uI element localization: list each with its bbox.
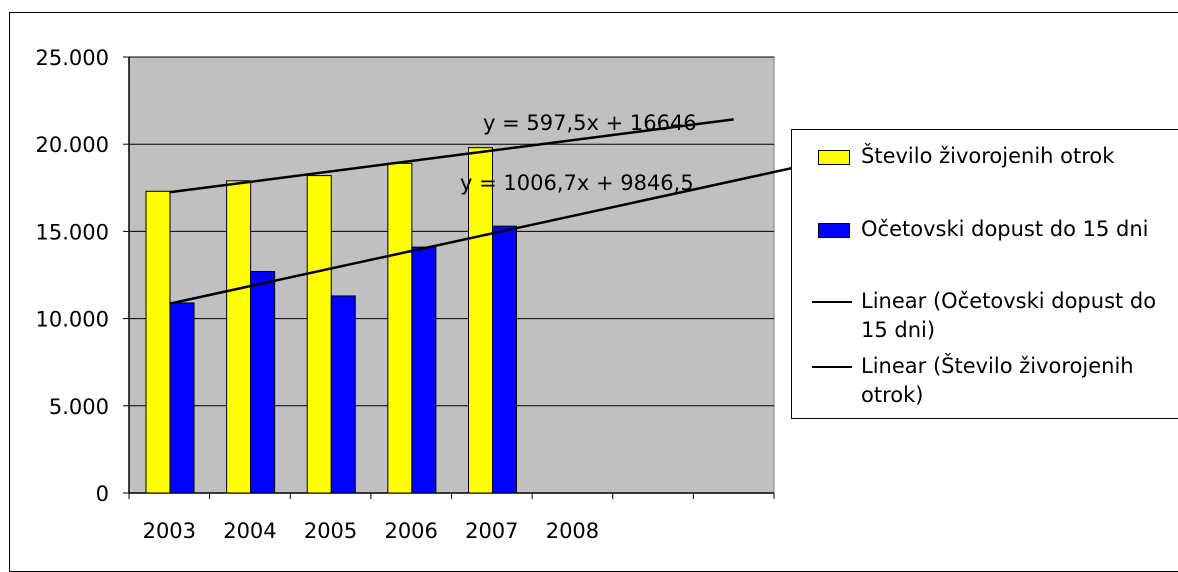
bar-leave xyxy=(250,271,276,494)
y-tick-label: 0 xyxy=(96,482,109,506)
legend-label-leave: Očetovski dopust do 15 dni xyxy=(861,217,1149,241)
bar-leave xyxy=(169,302,195,494)
y-tick-label: 15.000 xyxy=(36,220,109,244)
x-tick-label: 2007 xyxy=(465,519,518,543)
legend-label-trend-births: Linear (Število živorojenih otrok) xyxy=(861,354,1134,407)
legend-line-trend-births xyxy=(812,366,852,368)
trendline-births xyxy=(169,118,734,194)
x-tick-label: 2003 xyxy=(143,519,196,543)
x-tick-label: 2008 xyxy=(546,519,599,543)
y-tick-label: 10.000 xyxy=(36,308,109,332)
bar-births xyxy=(387,162,413,494)
legend-label-trend-leave: Linear (Očetovski dopust do 15 dni) xyxy=(861,289,1157,342)
bar-leave xyxy=(330,295,356,494)
x-tick-label: 2004 xyxy=(223,519,276,543)
y-tick-label: 25.000 xyxy=(36,46,109,70)
x-tick-label: 2005 xyxy=(304,519,357,543)
chart-legend: Število živorojenih otrok Očetovski dopu… xyxy=(791,129,1178,419)
legend-swatch-leave xyxy=(818,223,850,238)
bar-births xyxy=(306,175,332,494)
y-tick-label: 20.000 xyxy=(36,133,109,157)
x-tick-label: 2006 xyxy=(384,519,437,543)
legend-label-births: Število živorojenih otrok xyxy=(861,144,1115,168)
legend-line-trend-leave xyxy=(812,301,852,303)
bar-births xyxy=(145,190,171,494)
y-tick-label: 5.000 xyxy=(49,395,109,419)
bar-births xyxy=(226,180,252,494)
bar-leave xyxy=(411,246,437,494)
bar-leave xyxy=(492,225,517,494)
trend-equation-leave: y = 1006,7x + 9846,5 xyxy=(460,171,694,195)
legend-swatch-births xyxy=(818,150,850,165)
trend-equation-births: y = 597,5x + 16646 xyxy=(483,111,697,135)
trendline-leave xyxy=(169,162,815,305)
bar-births xyxy=(468,147,493,494)
